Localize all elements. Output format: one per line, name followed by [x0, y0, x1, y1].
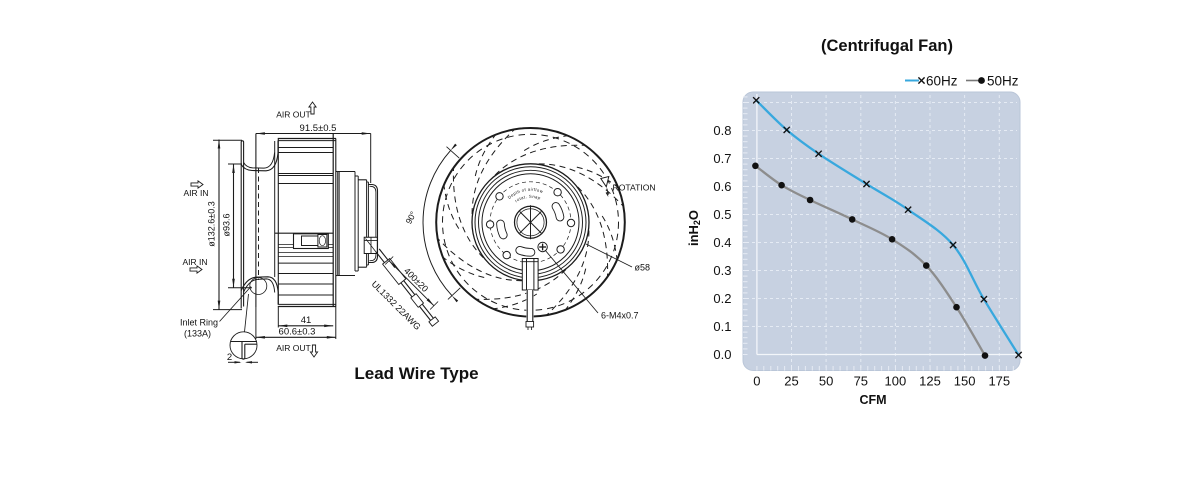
svg-text:AIR IN: AIR IN — [183, 188, 208, 198]
svg-text:ROTATION: ROTATION — [613, 183, 656, 193]
svg-text:50Hz: 50Hz — [987, 74, 1019, 89]
svg-text:0.0: 0.0 — [713, 347, 731, 362]
svg-text:60.6±0.3: 60.6±0.3 — [279, 327, 316, 338]
svg-text:90°: 90° — [403, 210, 418, 226]
svg-text:0.6: 0.6 — [713, 179, 731, 194]
svg-text:0.1: 0.1 — [713, 319, 731, 334]
svg-text:ø93.6: ø93.6 — [222, 213, 232, 236]
svg-text:0.2: 0.2 — [713, 291, 731, 306]
svg-text:175: 175 — [988, 374, 1010, 389]
svg-text:25: 25 — [784, 374, 798, 389]
svg-text:ø132.6±0.3: ø132.6±0.3 — [207, 201, 217, 246]
svg-text:150: 150 — [954, 374, 976, 389]
svg-text:Inlet Ring: Inlet Ring — [180, 318, 218, 328]
svg-text:rotat. Snap: rotat. Snap — [514, 194, 542, 203]
svg-text:0.3: 0.3 — [713, 263, 731, 278]
svg-text:50: 50 — [819, 374, 833, 389]
svg-text:0.4: 0.4 — [713, 235, 731, 250]
svg-text:91.5±0.5: 91.5±0.5 — [300, 123, 337, 134]
svg-text:75: 75 — [854, 374, 868, 389]
svg-text:CFM: CFM — [859, 393, 886, 407]
svg-text:(133A): (133A) — [184, 329, 211, 339]
svg-text:6-M4x0.7: 6-M4x0.7 — [601, 311, 639, 321]
svg-text:0: 0 — [753, 374, 760, 389]
svg-text:41: 41 — [301, 315, 312, 326]
svg-text:(Centrifugal Fan): (Centrifugal Fan) — [821, 37, 953, 55]
svg-text:0.5: 0.5 — [713, 207, 731, 222]
svg-text:0.8: 0.8 — [713, 123, 731, 138]
svg-text:125: 125 — [919, 374, 941, 389]
svg-text:100: 100 — [885, 374, 907, 389]
svg-text:ø58: ø58 — [635, 263, 651, 273]
svg-text:AIR OUT: AIR OUT — [276, 110, 310, 120]
svg-text:AIR IN: AIR IN — [182, 257, 207, 267]
svg-text:60Hz: 60Hz — [926, 74, 958, 89]
svg-text:Lead Wire Type: Lead Wire Type — [354, 364, 478, 383]
svg-text:inH2O: inH2O — [686, 210, 702, 246]
svg-text:2: 2 — [227, 352, 232, 363]
svg-text:0.7: 0.7 — [713, 151, 731, 166]
svg-text:AIR OUT: AIR OUT — [276, 343, 310, 353]
